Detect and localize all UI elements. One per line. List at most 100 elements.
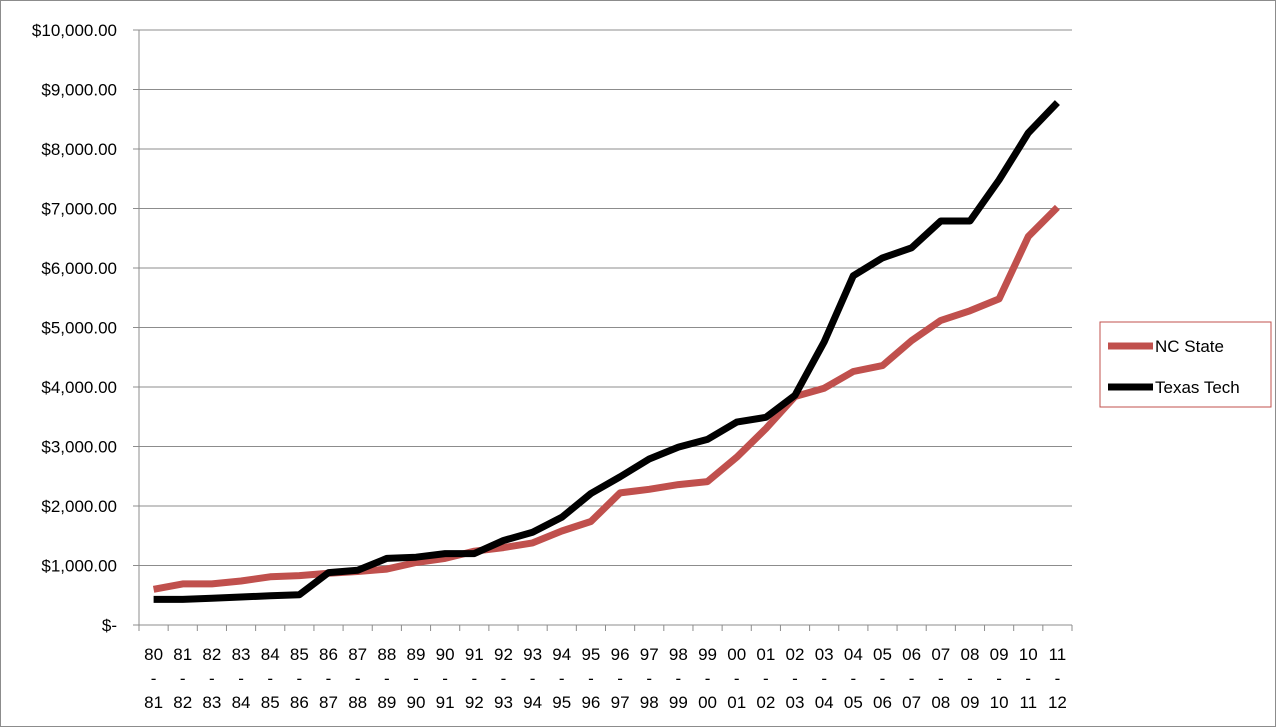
gridlines: [139, 29, 1072, 566]
x-tick-label: -: [355, 669, 361, 688]
x-tick-label: 01: [756, 645, 775, 664]
x-tick-label: -: [909, 669, 915, 688]
x-tick-label: -: [384, 669, 390, 688]
series-line-nc-state: [152, 204, 1060, 593]
x-tick-label: -: [734, 669, 740, 688]
y-tick-label: $9,000.00: [41, 81, 117, 100]
x-tick-label: 02: [756, 693, 775, 712]
x-tick-label: -: [705, 669, 711, 688]
x-tick-label: 12: [1048, 693, 1067, 712]
x-tick-label: 00: [698, 693, 717, 712]
x-tick-label: 90: [436, 645, 455, 664]
y-tick-label: $1,000.00: [41, 557, 117, 576]
x-tick-label: 04: [815, 693, 834, 712]
x-tick-label: 99: [698, 645, 717, 664]
x-tick-label: -: [967, 669, 973, 688]
x-tick-label: 95: [552, 693, 571, 712]
x-tick-label: 91: [436, 693, 455, 712]
y-tick-label: $7,000.00: [41, 200, 117, 219]
x-tick-label: -: [588, 669, 594, 688]
x-tick-label: 84: [232, 693, 251, 712]
x-tick-label: 94: [523, 693, 542, 712]
y-tick-label: $8,000.00: [41, 140, 117, 159]
x-tick-label: 05: [873, 645, 892, 664]
x-tick-label: 00: [727, 645, 746, 664]
legend-box: [1099, 321, 1272, 408]
legend-label-texas-tech: Texas Tech: [1155, 378, 1240, 397]
x-tick-label: -: [267, 669, 273, 688]
x-tick-label: 96: [611, 645, 630, 664]
y-tick-label: $10,000.00: [32, 21, 117, 40]
x-tick-label: 89: [377, 693, 396, 712]
x-tick-label: -: [530, 669, 536, 688]
x-tick-label: -: [151, 669, 157, 688]
x-tick-label: 10: [1019, 645, 1038, 664]
x-tick-label: 88: [348, 693, 367, 712]
x-tick-label: 81: [144, 693, 163, 712]
x-tick-label: 07: [902, 693, 921, 712]
legend: NC State Texas Tech: [1099, 321, 1272, 408]
series-line-texas-tech: [153, 100, 1060, 603]
x-tick-label: 97: [640, 645, 659, 664]
x-tick-label: -: [821, 669, 827, 688]
x-tick-label: -: [442, 669, 448, 688]
x-tick-label: -: [238, 669, 244, 688]
x-tick-label: -: [209, 669, 215, 688]
x-tick-label: -: [617, 669, 623, 688]
x-tick-label: 06: [873, 693, 892, 712]
x-tick-label: 05: [844, 693, 863, 712]
y-axis-tick-labels: $- $1,000.00 $2,000.00 $3,000.00 $4,000.00 $5…: [32, 21, 117, 635]
x-tick-label: 93: [494, 693, 513, 712]
x-tick-label: -: [471, 669, 477, 688]
x-tick-label: 89: [407, 645, 426, 664]
x-tick-label: -: [559, 669, 565, 688]
x-tick-label: -: [763, 669, 769, 688]
x-tick-label: 98: [640, 693, 659, 712]
x-tick-label: 97: [611, 693, 630, 712]
x-tick-label: 96: [581, 693, 600, 712]
x-tick-label: 80: [144, 645, 163, 664]
x-tick-label: -: [938, 669, 944, 688]
x-tick-label: -: [676, 669, 682, 688]
x-tick-label: 85: [290, 645, 309, 664]
y-tick-label: $5,000.00: [41, 319, 117, 338]
x-tick-label: 11: [1049, 645, 1067, 664]
x-tick-label: 85: [261, 693, 280, 712]
x-tick-label: -: [180, 669, 186, 688]
y-tick-label: $2,000.00: [41, 497, 117, 516]
x-tick-label: -: [1055, 669, 1061, 688]
x-tick-label: 03: [815, 645, 834, 664]
x-tick-label: 86: [290, 693, 309, 712]
x-tick-label: 08: [931, 693, 950, 712]
x-tick-label: 92: [465, 693, 484, 712]
x-tick-label: 94: [552, 645, 571, 664]
y-tick-label: $4,000.00: [41, 378, 117, 397]
x-tick-label: 10: [990, 693, 1009, 712]
x-tick-label: 09: [990, 645, 1009, 664]
x-tick-label: 93: [523, 645, 542, 664]
x-tick-label: 08: [960, 645, 979, 664]
x-tick-label: 88: [377, 645, 396, 664]
x-tick-label: 07: [931, 645, 950, 664]
x-tick-label: -: [880, 669, 886, 688]
x-tick-label: 11: [1019, 693, 1037, 712]
x-tick-label: -: [1025, 669, 1031, 688]
x-tick-label: 82: [202, 645, 221, 664]
y-tick-label: $3,000.00: [41, 438, 117, 457]
x-tick-label: 99: [669, 693, 688, 712]
x-tick-label: -: [501, 669, 507, 688]
x-tick-label: 09: [960, 693, 979, 712]
x-tick-label: 90: [407, 693, 426, 712]
x-tick-label: 92: [494, 645, 513, 664]
x-tick-label: -: [646, 669, 652, 688]
x-tick-label: 82: [173, 693, 192, 712]
x-tick-label: -: [850, 669, 856, 688]
x-tick-label: 02: [786, 645, 805, 664]
x-tick-label: 81: [173, 645, 192, 664]
x-tick-label: -: [326, 669, 332, 688]
x-tick-label: 01: [727, 693, 746, 712]
legend-label-nc-state: NC State: [1155, 337, 1224, 356]
x-tick-label: 87: [348, 645, 367, 664]
